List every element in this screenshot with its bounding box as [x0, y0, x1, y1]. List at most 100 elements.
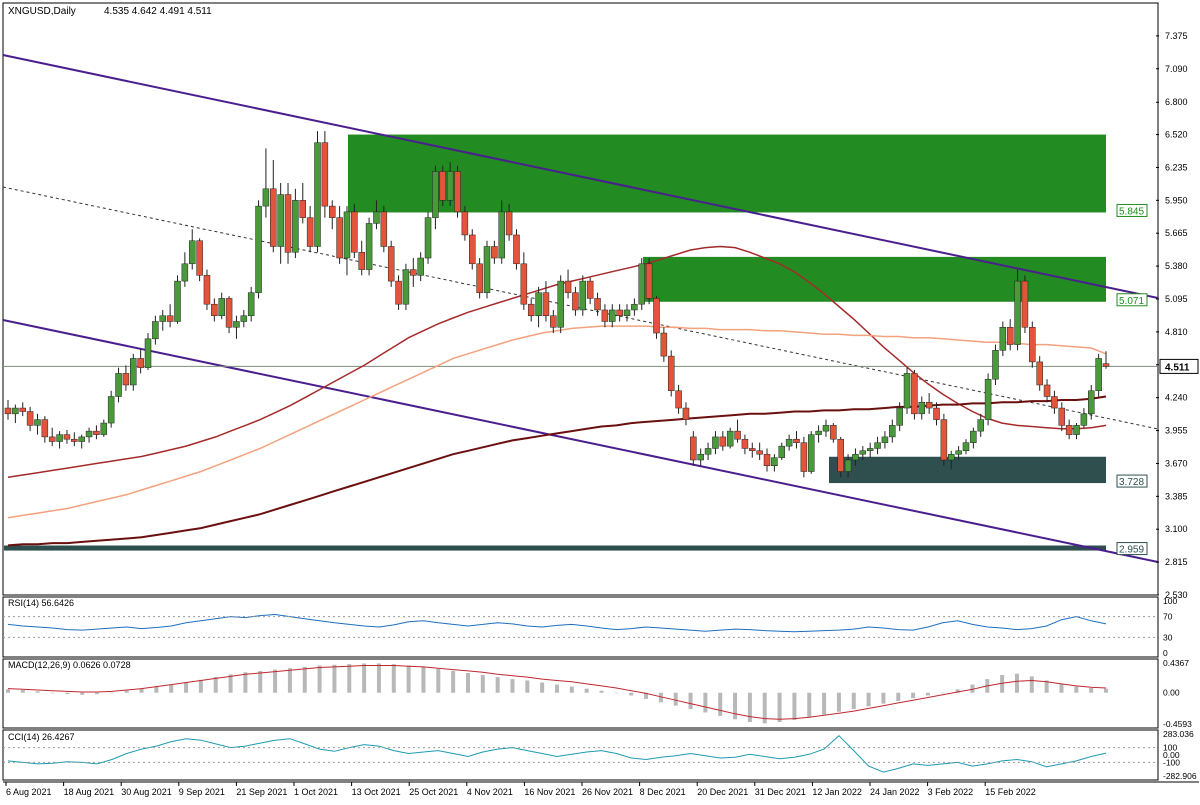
macd-histogram-bar [614, 692, 619, 694]
candle [756, 442, 763, 460]
macd-histogram-bar [955, 689, 960, 693]
candle-body [984, 378, 992, 420]
macd-histogram-bar [925, 692, 930, 696]
candle [1073, 423, 1080, 440]
candle [78, 434, 85, 449]
indicator-tick-label: 0.4367 [1163, 658, 1189, 668]
candle [675, 384, 682, 414]
rsi-line [7, 613, 1107, 633]
macd-histogram-bar [465, 672, 470, 693]
candle-body [623, 309, 631, 316]
price-tick-label: 7.090 [1165, 64, 1188, 74]
candle-body [491, 246, 498, 259]
macd-histogram-bar [688, 692, 693, 710]
candle-body [513, 234, 520, 265]
candle [1058, 402, 1066, 432]
candle [638, 258, 645, 310]
candle [609, 304, 616, 328]
channel-lower-line [2, 319, 1159, 563]
indicator-tick-label: -100 [1163, 757, 1180, 767]
candle-body [1006, 327, 1014, 345]
macd-histogram-bar [332, 664, 337, 693]
macd-histogram-bar [421, 666, 426, 693]
candle [71, 432, 78, 447]
candle [1043, 379, 1051, 403]
candle-body [741, 438, 749, 449]
zone-label-box [1116, 474, 1148, 488]
macd-histogram-bar [213, 677, 218, 693]
candle-body [402, 269, 410, 305]
price-tick-label: 6.800 [1165, 97, 1188, 107]
candle-body [830, 425, 837, 440]
candle-body [763, 453, 771, 467]
candle-body [822, 425, 830, 432]
candle-body [174, 280, 181, 322]
candle [26, 406, 34, 432]
macd-histogram-bar [20, 690, 25, 693]
indicator-tick-label: -282.906 [1163, 771, 1197, 781]
candle [977, 413, 984, 437]
indicator-tick-label: 0 [1163, 648, 1168, 658]
time-tick-label: 25 Oct 2021 [409, 787, 458, 797]
candle [424, 211, 432, 264]
candle [203, 269, 211, 310]
candle [188, 229, 196, 270]
candle-body [454, 171, 461, 213]
candle [270, 159, 277, 253]
macd-histogram-bar [525, 680, 530, 693]
indicator-tick-label: 283.036 [1163, 729, 1194, 739]
candle [1065, 419, 1073, 440]
time-tick-label: 1 Oct 2021 [294, 787, 338, 797]
macd-histogram-bar [777, 692, 782, 723]
zone-label: 2.959 [1119, 545, 1144, 556]
candle-body [925, 402, 933, 409]
current-price-label: 4.511 [1165, 362, 1190, 373]
candle-body [889, 425, 896, 438]
candle [211, 298, 218, 322]
macd-histogram-bar [1044, 680, 1049, 693]
candle [822, 419, 830, 437]
candle [682, 402, 690, 426]
candle [837, 436, 844, 478]
candle [550, 309, 557, 334]
candle-body [159, 315, 167, 322]
zone-label: 3.728 [1119, 477, 1144, 488]
candle-body [314, 142, 321, 247]
candle [594, 292, 601, 316]
indicator-tick-label: 100 [1163, 743, 1177, 753]
candle [557, 275, 564, 334]
macd-histogram-bar [451, 670, 456, 693]
time-tick-label: 9 Sep 2021 [179, 787, 225, 797]
macd-histogram-bar [347, 664, 352, 693]
candle-body [19, 407, 26, 412]
candle [159, 309, 167, 331]
candle-body [933, 407, 940, 420]
time-tick-label: 15 Feb 2022 [985, 787, 1036, 797]
candle [225, 296, 233, 334]
candle [152, 315, 159, 345]
candle [830, 423, 837, 443]
candle [940, 413, 948, 466]
candle [314, 131, 321, 253]
candle-body [918, 402, 926, 415]
candle [925, 393, 933, 414]
price-tick-label: 4.810 [1165, 327, 1188, 337]
candle [896, 402, 903, 432]
candle [115, 367, 122, 403]
candle [432, 165, 439, 230]
candle [1088, 384, 1095, 420]
candle-body [225, 298, 233, 328]
candle [240, 309, 248, 328]
macd-histogram-bar [80, 692, 85, 695]
candle-body [874, 442, 881, 449]
candle-body [1065, 425, 1073, 435]
time-tick-label: 18 Aug 2021 [64, 787, 115, 797]
candle [690, 431, 697, 466]
candle [284, 183, 292, 264]
candle-body [1088, 390, 1095, 415]
candle-body [321, 142, 329, 207]
candle-body [262, 188, 270, 207]
candle [1102, 351, 1110, 369]
cci-panel-frame [2, 729, 1159, 781]
macd-histogram-bar [65, 692, 70, 695]
